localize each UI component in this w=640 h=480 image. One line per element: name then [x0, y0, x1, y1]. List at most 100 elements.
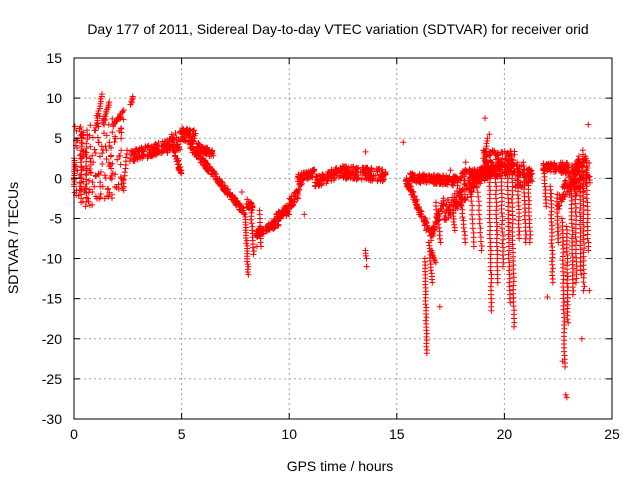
data-point: [499, 229, 506, 236]
data-point: [584, 235, 591, 242]
data-point: [526, 239, 533, 246]
data-point: [349, 164, 356, 171]
data-point: [192, 130, 199, 137]
data-point: [307, 170, 314, 177]
data-point: [430, 224, 437, 231]
data-point: [118, 135, 125, 142]
data-point: [111, 183, 118, 190]
data-point: [561, 299, 568, 306]
data-point: [87, 122, 94, 129]
data-point: [193, 140, 200, 147]
data-point: [71, 123, 78, 130]
data-point: [78, 131, 85, 138]
data-point: [85, 177, 92, 184]
data-point: [461, 177, 468, 184]
data-point: [450, 182, 457, 189]
data-point: [493, 243, 500, 250]
data-point: [580, 279, 587, 286]
outlier-point: [486, 131, 493, 138]
data-point: [506, 263, 513, 270]
data-point: [244, 261, 251, 268]
data-point: [492, 156, 499, 163]
data-point: [563, 223, 570, 230]
data-point: [109, 129, 116, 136]
data-point: [459, 213, 466, 220]
data-point: [576, 209, 583, 216]
data-point: [89, 179, 96, 186]
data-point: [436, 224, 443, 231]
data-point: [437, 239, 444, 246]
data-point: [99, 183, 106, 190]
data-point: [423, 327, 430, 334]
data-point: [423, 350, 430, 357]
outlier-point: [400, 139, 407, 146]
data-point: [506, 247, 513, 254]
data-point: [186, 126, 193, 133]
data-point: [499, 252, 506, 259]
data-point: [245, 271, 252, 278]
data-point: [583, 175, 590, 182]
data-point: [547, 194, 554, 201]
data-point: [305, 175, 312, 182]
data-point: [209, 166, 216, 173]
data-point: [314, 173, 321, 180]
data-point: [446, 206, 453, 213]
data-point: [250, 248, 257, 255]
outlier-point: [447, 167, 454, 174]
data-point: [82, 185, 89, 192]
data-point: [577, 267, 584, 274]
data-point: [572, 279, 579, 286]
data-point: [506, 227, 513, 234]
data-point: [554, 209, 561, 216]
data-point: [171, 149, 178, 156]
data-point: [115, 153, 122, 160]
plot-frame: [73, 57, 613, 420]
data-point: [548, 240, 555, 247]
data-point: [244, 268, 251, 275]
data-point: [367, 176, 374, 183]
data-point: [505, 211, 512, 218]
data-point: [77, 159, 84, 166]
data-point: [168, 131, 175, 138]
y-tick-label: 10: [46, 90, 62, 106]
data-point: [86, 166, 93, 173]
data-point: [277, 215, 284, 222]
data-point: [488, 279, 495, 286]
data-point: [108, 175, 115, 182]
data-point: [505, 207, 512, 214]
data-point: [140, 151, 147, 158]
data-point: [150, 149, 157, 156]
data-point: [238, 203, 245, 210]
data-point: [458, 170, 465, 177]
data-point: [489, 159, 496, 166]
data-point: [275, 222, 282, 229]
data-point: [527, 231, 534, 238]
data-point: [505, 219, 512, 226]
data-point: [577, 205, 584, 212]
data-point: [423, 175, 430, 182]
data-point: [576, 184, 583, 191]
outlier-point: [563, 394, 570, 401]
data-point: [97, 191, 104, 198]
data-point: [505, 255, 512, 262]
data-point: [247, 199, 254, 206]
data-point: [132, 146, 139, 153]
data-point: [572, 188, 579, 195]
data-point: [243, 237, 250, 244]
data-point: [553, 198, 560, 205]
data-point: [82, 203, 89, 210]
data-point: [427, 174, 434, 181]
data-point: [119, 108, 126, 115]
data-point: [560, 306, 567, 313]
data-point: [498, 209, 505, 216]
data-point: [493, 227, 500, 234]
data-point: [493, 203, 500, 210]
data-point: [224, 190, 231, 197]
data-point: [484, 135, 491, 142]
data-point: [509, 191, 516, 198]
data-point: [490, 163, 497, 170]
data-point: [94, 134, 101, 141]
data-point: [503, 161, 510, 168]
data-point: [221, 187, 228, 194]
data-point: [434, 213, 441, 220]
